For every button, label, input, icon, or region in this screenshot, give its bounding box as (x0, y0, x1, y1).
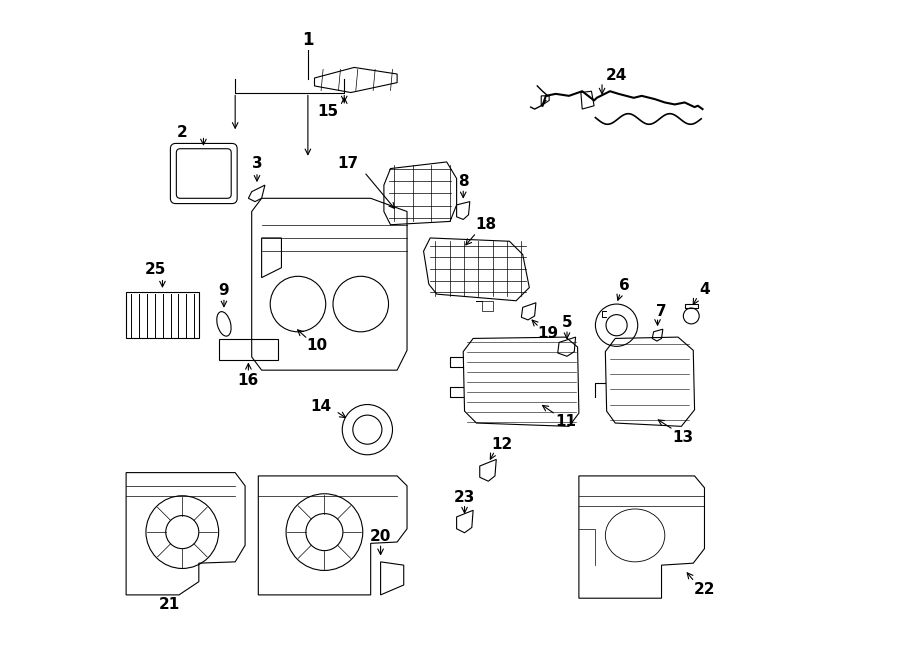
Text: 24: 24 (606, 68, 627, 83)
Text: 3: 3 (252, 157, 262, 171)
Bar (126, 292, 199, 338)
Text: 17: 17 (337, 157, 358, 171)
Text: 7: 7 (656, 305, 667, 319)
Text: 9: 9 (219, 284, 230, 298)
Text: 25: 25 (145, 262, 166, 277)
Text: 16: 16 (238, 373, 259, 387)
Text: 11: 11 (555, 414, 576, 429)
Text: 12: 12 (491, 437, 512, 451)
Text: 14: 14 (310, 399, 332, 414)
Text: 1: 1 (302, 30, 313, 49)
Text: 18: 18 (476, 217, 497, 232)
Text: 19: 19 (537, 326, 558, 340)
Text: 15: 15 (317, 104, 338, 118)
Text: 8: 8 (458, 175, 469, 189)
Text: 23: 23 (454, 490, 475, 504)
Text: 4: 4 (699, 282, 710, 297)
Text: 13: 13 (672, 430, 693, 445)
Text: 6: 6 (619, 278, 630, 293)
Text: 22: 22 (694, 582, 716, 597)
Bar (219, 339, 278, 360)
Text: 2: 2 (177, 125, 188, 139)
Text: 21: 21 (158, 598, 180, 612)
Text: 5: 5 (562, 315, 572, 330)
Text: 10: 10 (306, 338, 327, 352)
Text: 20: 20 (370, 529, 392, 544)
